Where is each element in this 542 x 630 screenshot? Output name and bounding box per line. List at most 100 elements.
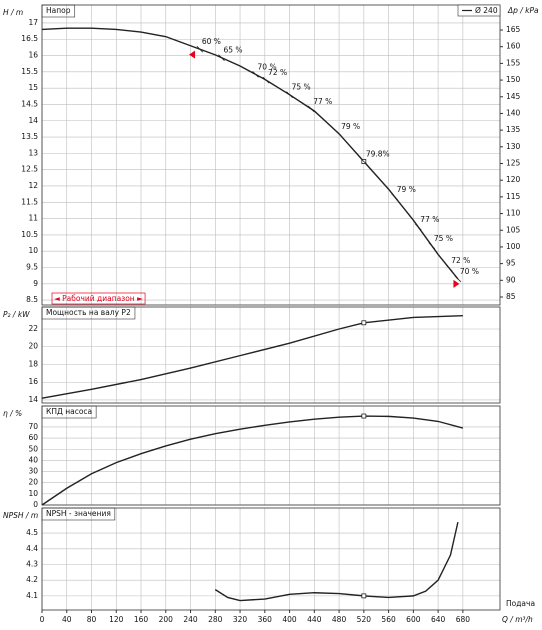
y2-tick-label: 100 bbox=[506, 242, 521, 251]
y-tick-label: 4.1 bbox=[26, 591, 38, 600]
y2-tick-label: 95 bbox=[506, 259, 516, 268]
y-tick-label: 16.5 bbox=[21, 34, 38, 43]
panel-title-box bbox=[41, 4, 76, 18]
efficiency-tick bbox=[335, 130, 343, 138]
y2-tick-label: 135 bbox=[506, 125, 521, 134]
efficiency-tick bbox=[445, 264, 453, 272]
y-tick-label: 9 bbox=[33, 279, 38, 288]
efficiency-label: 75 % bbox=[292, 83, 311, 92]
x-tick-label: 480 bbox=[332, 615, 347, 624]
curve bbox=[214, 521, 459, 602]
y-tick-label: 8.5 bbox=[26, 295, 38, 304]
y-tick-label: 9.5 bbox=[26, 263, 38, 272]
panel-title: NPSH - значения bbox=[46, 509, 111, 518]
x-tick-label: 160 bbox=[134, 615, 149, 624]
efficiency-label: 79.8% bbox=[366, 150, 390, 159]
y2-tick-label: 160 bbox=[506, 42, 521, 51]
y-tick-label: 22 bbox=[28, 324, 38, 333]
panel-title: Напор bbox=[46, 6, 71, 15]
x-tick-label: 560 bbox=[381, 615, 396, 624]
y2-tick-label: 125 bbox=[506, 159, 521, 168]
y2-tick-label: 85 bbox=[506, 292, 516, 301]
y-tick-label: 40 bbox=[28, 455, 38, 464]
x-tick-label: 80 bbox=[87, 615, 97, 624]
efficiency-label: 70 % bbox=[258, 62, 277, 71]
y-axis-label: P₂ / kW bbox=[3, 310, 30, 319]
efficiency-label: 79 % bbox=[397, 185, 416, 194]
efficiency-tick bbox=[286, 91, 293, 98]
efficiency-tick bbox=[428, 242, 436, 250]
efficiency-tick bbox=[307, 105, 315, 113]
x-tick-label: 640 bbox=[431, 615, 446, 624]
duty-point bbox=[361, 320, 367, 326]
efficiency-label: 70 % bbox=[460, 267, 479, 276]
y-tick-label: 13 bbox=[28, 148, 38, 157]
y2-tick-label: 145 bbox=[506, 92, 521, 101]
efficiency-tick bbox=[454, 275, 462, 283]
efficiency-label: 65 % bbox=[223, 46, 242, 55]
y-tick-label: 14 bbox=[28, 116, 38, 125]
y2-tick-label: 155 bbox=[506, 58, 521, 67]
y-tick-label: 50 bbox=[28, 444, 38, 453]
y2-tick-label: 110 bbox=[506, 209, 521, 218]
range-label: ◄ Рабочий диапазон ► bbox=[54, 294, 143, 303]
efficiency-label: 60 % bbox=[202, 37, 221, 46]
y-axis-label: H / m bbox=[3, 8, 23, 17]
y2-tick-label: 120 bbox=[506, 175, 521, 184]
x-tick-label: 120 bbox=[109, 615, 124, 624]
y-tick-label: 12.5 bbox=[21, 165, 38, 174]
y-tick-label: 20 bbox=[28, 478, 38, 487]
duty-point bbox=[361, 413, 367, 419]
y-tick-label: 14 bbox=[28, 395, 38, 404]
y-tick-label: 11.5 bbox=[21, 197, 38, 206]
y2-tick-label: 90 bbox=[506, 275, 516, 284]
panel-title-box bbox=[41, 306, 136, 320]
x-tick-label: 200 bbox=[159, 615, 174, 624]
x-tick-label: 40 bbox=[62, 615, 72, 624]
curve bbox=[41, 314, 463, 399]
efficiency-tick bbox=[252, 71, 259, 78]
panel-title: Мощность на валу P2 bbox=[46, 308, 131, 317]
legend-box bbox=[457, 4, 501, 17]
x-tick-label: 240 bbox=[183, 615, 198, 624]
y-tick-label: 11 bbox=[28, 214, 38, 223]
range-marker bbox=[453, 279, 460, 288]
y-tick-label: 30 bbox=[28, 467, 38, 476]
efficiency-label: 72 % bbox=[451, 256, 470, 265]
y2-tick-label: 165 bbox=[506, 25, 521, 34]
legend-label: Ø 240 bbox=[475, 6, 498, 15]
plot-frame bbox=[41, 405, 501, 506]
y-axis-label: NPSH / m bbox=[3, 511, 38, 520]
y-tick-label: 4.4 bbox=[26, 544, 38, 553]
efficiency-tick bbox=[391, 193, 399, 201]
efficiency-tick bbox=[218, 54, 225, 61]
efficiency-tick bbox=[360, 158, 368, 165]
duty-point bbox=[361, 593, 367, 599]
x-tick-label: 440 bbox=[307, 615, 322, 624]
y-tick-label: 16 bbox=[28, 51, 38, 60]
plot-frame bbox=[41, 306, 501, 404]
y-tick-label: 4.3 bbox=[26, 559, 38, 568]
x-tick-label: 280 bbox=[208, 615, 223, 624]
efficiency-tick bbox=[262, 76, 270, 84]
x-axis-caption: Подача bbox=[506, 599, 535, 608]
y2-axis-label: Δp / kPa bbox=[507, 6, 539, 15]
y-tick-label: 20 bbox=[28, 342, 38, 351]
x-tick-label: 360 bbox=[258, 615, 273, 624]
y-tick-label: 18 bbox=[28, 359, 38, 368]
y2-tick-label: 130 bbox=[506, 142, 521, 151]
x-tick-label: 0 bbox=[40, 615, 45, 624]
plot-frame bbox=[41, 507, 501, 611]
y-tick-label: 10 bbox=[28, 489, 38, 498]
panel-title-box bbox=[41, 405, 97, 419]
efficiency-tick bbox=[196, 45, 204, 53]
efficiency-label: 79 % bbox=[341, 122, 360, 131]
y-tick-label: 15.5 bbox=[21, 67, 38, 76]
range-marker bbox=[189, 50, 196, 59]
x-tick-label: 600 bbox=[406, 615, 421, 624]
y2-tick-label: 105 bbox=[506, 225, 521, 234]
y-tick-label: 13.5 bbox=[21, 132, 38, 141]
plot-frame bbox=[41, 4, 501, 306]
y-tick-label: 16 bbox=[28, 377, 38, 386]
